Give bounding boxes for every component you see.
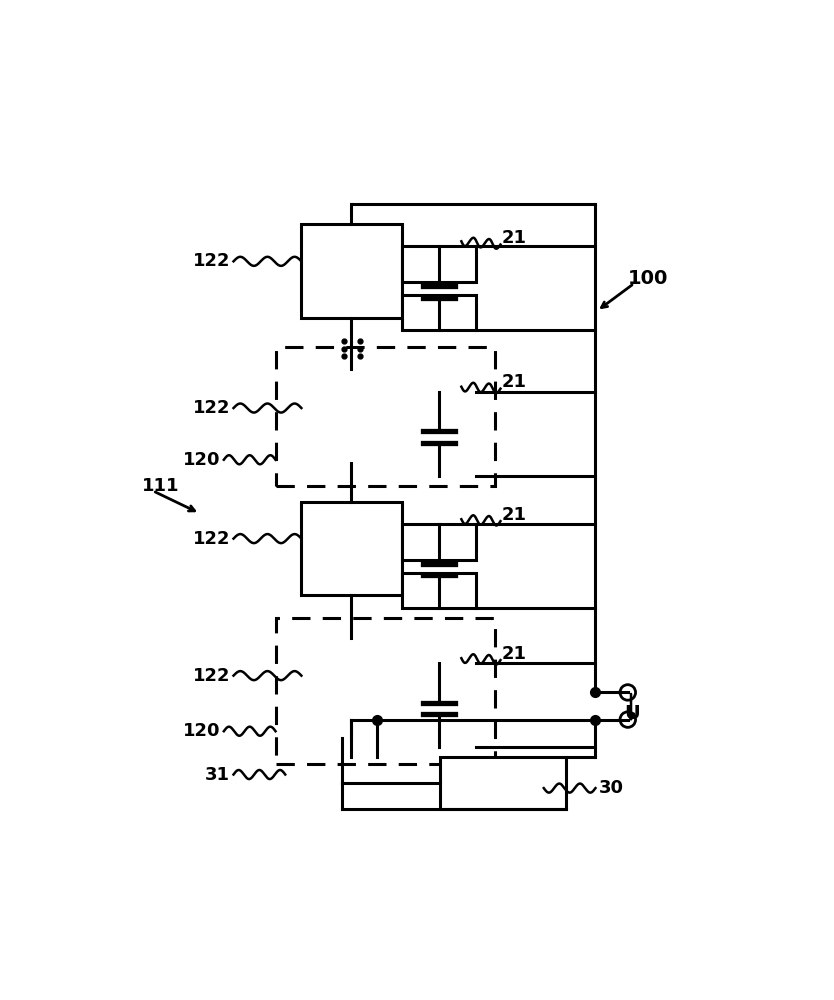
Bar (402, 246, 476, 282)
Bar (301, 638, 402, 738)
Bar (275, 347, 495, 486)
Text: 100: 100 (628, 269, 668, 288)
Text: 122: 122 (193, 530, 230, 548)
Text: 31: 31 (205, 766, 230, 784)
Text: 120: 120 (183, 722, 220, 740)
Text: 30: 30 (599, 779, 624, 797)
Text: 122: 122 (193, 399, 230, 417)
Bar (402, 524, 476, 560)
Text: 111: 111 (142, 477, 179, 495)
Text: 120: 120 (183, 451, 220, 469)
Text: 122: 122 (193, 252, 230, 270)
Bar (440, 757, 566, 809)
Bar (402, 295, 476, 330)
Bar (301, 369, 402, 463)
Bar (301, 224, 402, 318)
Bar (402, 712, 476, 747)
Bar (402, 573, 476, 608)
Text: 122: 122 (193, 667, 230, 685)
Text: 21: 21 (502, 645, 527, 663)
Bar (402, 663, 476, 699)
Text: U: U (625, 704, 641, 723)
Text: 21: 21 (502, 229, 527, 247)
Text: 21: 21 (502, 373, 527, 391)
Text: 21: 21 (502, 506, 527, 524)
Bar (402, 440, 476, 476)
Bar (275, 618, 495, 764)
Bar (402, 392, 476, 427)
Bar (301, 502, 402, 595)
